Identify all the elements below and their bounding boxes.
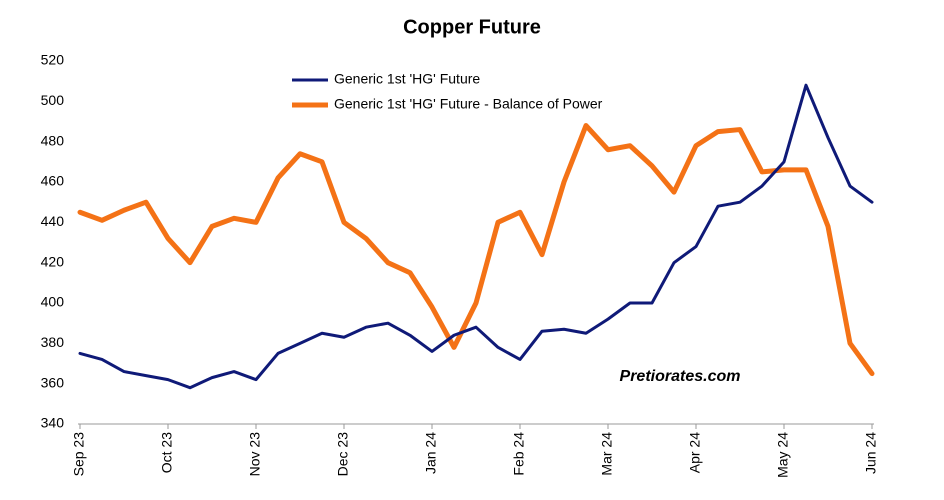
y-tick-label: 420 bbox=[41, 253, 65, 269]
x-tick-label: Nov 23 bbox=[247, 432, 263, 477]
x-tick-label: Dec 23 bbox=[335, 432, 351, 477]
y-tick-label: 380 bbox=[41, 334, 65, 350]
legend-label: Generic 1st 'HG' Future bbox=[334, 71, 480, 87]
y-tick-label: 500 bbox=[41, 92, 65, 108]
y-tick-label: 400 bbox=[41, 294, 65, 310]
legend-label: Generic 1st 'HG' Future - Balance of Pow… bbox=[334, 96, 603, 112]
y-tick-label: 460 bbox=[41, 173, 65, 189]
x-tick-label: Oct 23 bbox=[159, 432, 175, 473]
y-tick-label: 480 bbox=[41, 132, 65, 148]
x-tick-label: Apr 24 bbox=[687, 432, 703, 473]
x-tick-label: Jan 24 bbox=[423, 432, 439, 474]
chart-title: Copper Future bbox=[403, 16, 541, 38]
x-tick-label: Mar 24 bbox=[599, 432, 615, 476]
x-tick-label: Feb 24 bbox=[511, 432, 527, 476]
y-tick-label: 340 bbox=[41, 415, 65, 431]
y-tick-label: 520 bbox=[41, 52, 65, 68]
y-tick-label: 360 bbox=[41, 374, 65, 390]
x-tick-label: Sep 23 bbox=[71, 432, 87, 477]
x-tick-label: Jun 24 bbox=[863, 432, 879, 474]
y-tick-label: 440 bbox=[41, 213, 65, 229]
series-line bbox=[78, 83, 874, 390]
x-tick-label: May 24 bbox=[775, 432, 791, 478]
watermark: Pretiorates.com bbox=[620, 368, 741, 385]
series-line bbox=[77, 123, 875, 377]
